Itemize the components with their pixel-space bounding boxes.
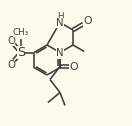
- Text: O: O: [70, 61, 78, 71]
- Text: H: H: [57, 12, 63, 21]
- Text: S: S: [17, 46, 25, 59]
- Text: O: O: [7, 36, 15, 45]
- Text: N: N: [56, 18, 64, 27]
- Text: O: O: [7, 59, 15, 70]
- Text: CH₃: CH₃: [13, 28, 29, 37]
- Text: N: N: [56, 49, 64, 58]
- Text: O: O: [83, 17, 92, 26]
